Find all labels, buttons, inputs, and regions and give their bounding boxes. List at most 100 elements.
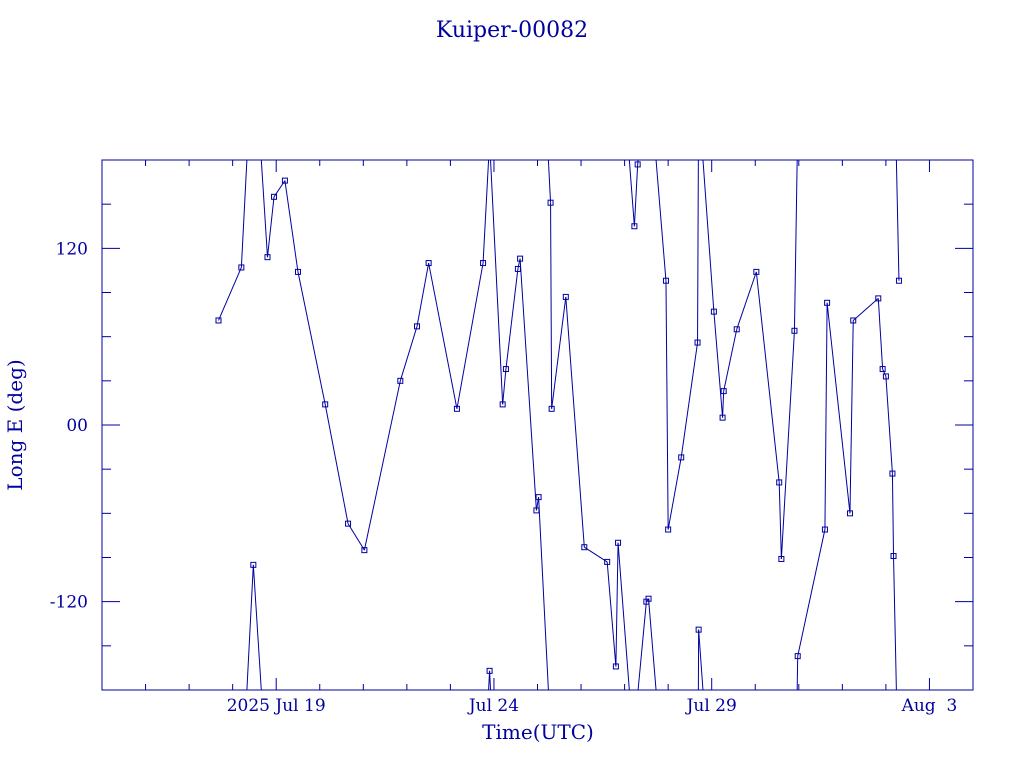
series-segment <box>633 164 639 227</box>
data-point <box>425 260 432 267</box>
series-segment <box>428 262 458 409</box>
y-tick-label: 120 <box>56 239 88 259</box>
series-segment <box>852 298 879 321</box>
series-segment <box>849 320 854 514</box>
series-segment <box>297 271 326 405</box>
series-segment <box>778 482 782 559</box>
series-segment <box>797 529 826 657</box>
data-point <box>615 539 622 546</box>
series-segment <box>698 629 704 691</box>
y-axis-label: Long E (deg) <box>3 359 27 490</box>
series-segment <box>363 380 401 551</box>
series-segment <box>565 296 585 548</box>
data-point <box>322 401 329 408</box>
series-segment <box>456 262 484 409</box>
data-point <box>631 223 638 230</box>
data-point <box>824 299 831 306</box>
data-point <box>776 479 783 486</box>
series-segment <box>723 329 738 392</box>
x-tick-label: Aug 3 <box>901 696 958 716</box>
data-point <box>821 526 828 533</box>
series-segment <box>824 302 828 530</box>
data-point <box>895 277 902 284</box>
series-segment <box>780 330 795 560</box>
data-point <box>604 558 611 565</box>
data-point <box>514 265 521 272</box>
data-point <box>778 555 785 562</box>
data-point <box>753 268 760 275</box>
y-tick-label: 00 <box>66 416 88 436</box>
series-segment <box>615 542 619 667</box>
data-point <box>733 326 740 333</box>
data-point <box>562 293 569 300</box>
data-point <box>502 366 509 373</box>
series-segment <box>655 159 667 281</box>
x-tick-labels: 2025 Jul 19 Jul 24 Jul 29 Aug 3 <box>227 696 958 716</box>
series-longitude <box>218 159 900 691</box>
series-segment <box>489 670 492 691</box>
data-point <box>414 323 421 330</box>
series-segment <box>324 404 349 524</box>
data-point <box>879 366 886 373</box>
series-segment <box>702 159 715 312</box>
data-point <box>882 373 889 380</box>
data-point <box>662 277 669 284</box>
series-segment <box>893 556 897 691</box>
data-point <box>361 547 368 554</box>
series-segment <box>648 598 657 691</box>
series-segment <box>584 546 608 563</box>
series-segment <box>246 564 254 691</box>
series-segment <box>519 258 537 511</box>
data-point <box>238 264 245 271</box>
series-segment <box>550 202 553 409</box>
data-point <box>720 388 727 395</box>
data-point <box>694 339 701 346</box>
series-segment <box>502 369 507 405</box>
series-segment <box>490 159 504 405</box>
series-segment <box>796 656 799 691</box>
series-segment <box>882 368 887 377</box>
series-segment <box>680 342 699 458</box>
series-segment <box>551 296 567 409</box>
data-markers <box>215 161 902 674</box>
series-segment <box>722 391 725 418</box>
series-segment <box>606 561 617 667</box>
data-point <box>889 470 896 477</box>
series-segment <box>399 326 418 381</box>
series-segment <box>891 473 895 557</box>
data-point <box>453 405 460 412</box>
data-point <box>791 327 798 334</box>
data-point <box>294 268 301 275</box>
data-point <box>517 255 524 262</box>
data-point <box>271 193 278 200</box>
data-point <box>397 377 404 384</box>
chart-title: Kuiper-00082 <box>436 18 588 43</box>
data-point <box>264 254 271 261</box>
series-segment <box>755 271 780 483</box>
data-point <box>645 595 652 602</box>
data-point <box>850 317 857 324</box>
data-point <box>719 414 726 421</box>
series-segment <box>266 196 275 258</box>
data-point <box>875 295 882 302</box>
series-segment <box>538 497 549 691</box>
x-tick-label: Jul 29 <box>685 696 737 716</box>
data-point <box>794 653 801 660</box>
series-segment <box>697 159 699 343</box>
data-point <box>634 161 641 168</box>
data-point <box>250 561 257 568</box>
data-point <box>710 308 717 315</box>
y-tick-labels: 120 00 -120 <box>50 239 88 612</box>
series-segment <box>826 302 851 514</box>
series-segment <box>547 159 552 203</box>
data-point <box>665 526 672 533</box>
series-segment <box>482 159 490 264</box>
series-segment <box>347 523 365 551</box>
data-point <box>215 317 222 324</box>
series-segment <box>895 159 900 281</box>
series-segment <box>885 376 893 474</box>
data-point <box>612 663 619 670</box>
x-tick-label: Jul 24 <box>467 696 519 716</box>
series-segment <box>628 159 635 227</box>
